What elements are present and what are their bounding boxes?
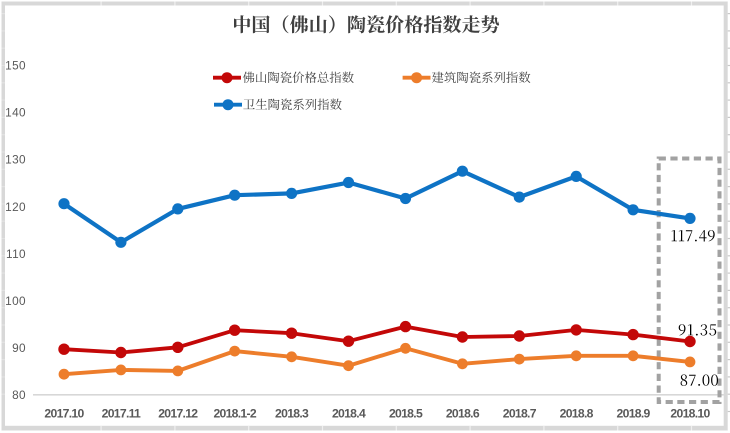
svg-text:140: 140 bbox=[5, 105, 26, 119]
svg-text:130: 130 bbox=[5, 152, 26, 166]
svg-text:150: 150 bbox=[5, 59, 26, 73]
svg-text:2018.3: 2018.3 bbox=[275, 407, 309, 421]
svg-text:2018.8: 2018.8 bbox=[560, 407, 594, 421]
svg-text:2017.10: 2017.10 bbox=[44, 407, 84, 421]
svg-text:2017.12: 2017.12 bbox=[158, 407, 198, 421]
svg-text:2017.11: 2017.11 bbox=[102, 407, 141, 421]
svg-text:2018.1-2: 2018.1-2 bbox=[213, 407, 256, 421]
svg-text:2018.5: 2018.5 bbox=[389, 407, 423, 421]
svg-text:2018.10: 2018.10 bbox=[670, 407, 710, 421]
svg-text:2018.9: 2018.9 bbox=[617, 407, 651, 421]
svg-text:100: 100 bbox=[5, 294, 26, 308]
svg-text:2018.6: 2018.6 bbox=[446, 407, 480, 421]
svg-text:110: 110 bbox=[6, 247, 26, 261]
svg-text:90: 90 bbox=[12, 341, 26, 355]
svg-text:120: 120 bbox=[5, 200, 26, 214]
svg-text:80: 80 bbox=[12, 388, 26, 402]
svg-text:2018.7: 2018.7 bbox=[503, 407, 537, 421]
svg-text:2018.4: 2018.4 bbox=[332, 407, 366, 421]
